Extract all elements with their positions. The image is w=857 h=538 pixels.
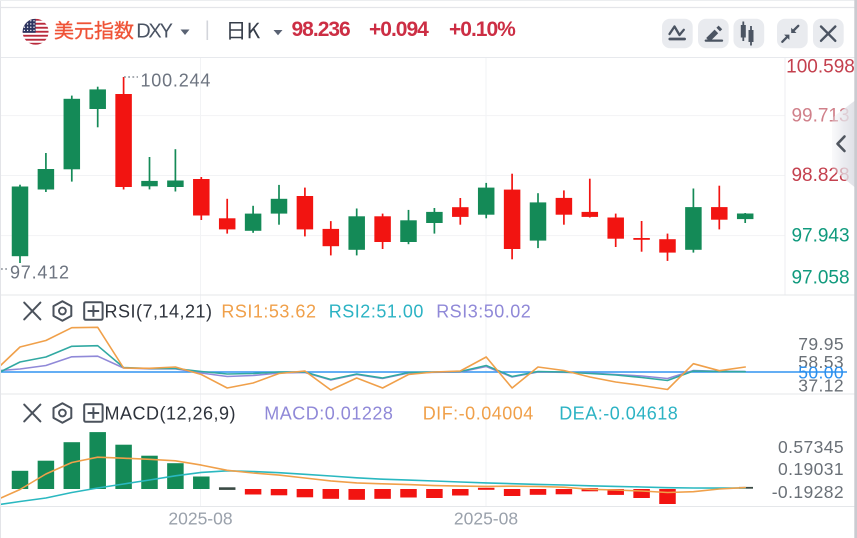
svg-text:37.12: 37.12 xyxy=(798,376,844,396)
svg-text:DEA:-0.04618: DEA:-0.04618 xyxy=(559,404,678,424)
svg-text:0.19031: 0.19031 xyxy=(778,459,844,479)
svg-text:97.058: 97.058 xyxy=(791,267,849,288)
svg-text:97.412: 97.412 xyxy=(10,262,70,282)
svg-text:58.53: 58.53 xyxy=(798,352,844,372)
svg-text:+0.094: +0.094 xyxy=(369,18,429,41)
svg-text:98.236: 98.236 xyxy=(292,18,351,41)
svg-text:MACD:0.01228: MACD:0.01228 xyxy=(264,404,393,424)
svg-text:-0.19282: -0.19282 xyxy=(772,482,844,502)
svg-text:RSI(7,14,21): RSI(7,14,21) xyxy=(105,302,213,322)
svg-text:DIF:-0.04004: DIF:-0.04004 xyxy=(423,404,534,424)
svg-text:0.57345: 0.57345 xyxy=(778,437,844,457)
svg-text:2025-08: 2025-08 xyxy=(454,509,518,529)
svg-text:100.244: 100.244 xyxy=(141,71,212,91)
svg-text:RSI3:50.02: RSI3:50.02 xyxy=(436,302,531,322)
svg-text:+0.10%: +0.10% xyxy=(449,18,516,41)
svg-text:100.598: 100.598 xyxy=(786,56,855,77)
svg-text:DXY: DXY xyxy=(136,21,172,43)
svg-text:RSI1:53.62: RSI1:53.62 xyxy=(221,302,316,322)
svg-text:50.00: 50.00 xyxy=(798,362,844,382)
svg-text:RSI2:51.00: RSI2:51.00 xyxy=(329,302,424,322)
svg-text:97.943: 97.943 xyxy=(791,226,849,247)
svg-text:MACD(12,26,9): MACD(12,26,9) xyxy=(105,404,237,424)
svg-text:2025-08: 2025-08 xyxy=(168,509,232,529)
svg-text:79.95: 79.95 xyxy=(798,334,844,354)
